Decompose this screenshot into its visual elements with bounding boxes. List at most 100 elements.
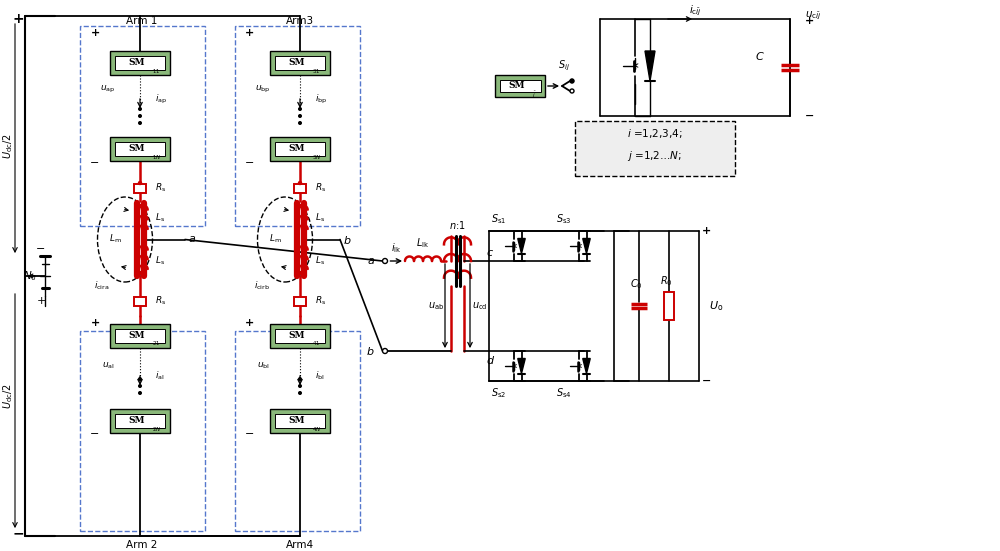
Text: $_{2N}$: $_{2N}$ [152, 424, 161, 434]
Circle shape [139, 122, 141, 125]
Circle shape [299, 122, 301, 125]
Text: −: − [702, 376, 711, 386]
Text: Arm3: Arm3 [286, 16, 314, 26]
Text: $u_{\rm bp}$: $u_{\rm bp}$ [255, 83, 271, 95]
Circle shape [138, 204, 142, 208]
Circle shape [139, 377, 141, 380]
Bar [110, 51, 170, 75]
Bar [270, 324, 330, 348]
Text: $b$: $b$ [343, 234, 352, 246]
Text: $S_{\rm s4}$: $S_{\rm s4}$ [556, 386, 572, 400]
Text: SM: SM [129, 331, 145, 340]
Text: Arm 2: Arm 2 [126, 540, 158, 550]
Text: $C_0$: $C_0$ [630, 277, 642, 291]
Text: $u_{\rm al}$: $u_{\rm al}$ [102, 361, 114, 371]
Circle shape [298, 272, 302, 274]
Bar [500, 80, 540, 93]
Text: $u_{\rm ab}$: $u_{\rm ab}$ [428, 300, 444, 312]
Circle shape [139, 385, 141, 387]
Circle shape [139, 115, 141, 117]
Circle shape [570, 79, 574, 83]
Text: $d$: $d$ [486, 354, 495, 366]
Text: $_{21}$: $_{21}$ [152, 339, 160, 348]
Text: −: − [90, 429, 100, 439]
Text: $L_{\rm s}$: $L_{\rm s}$ [155, 212, 165, 224]
Text: SM: SM [129, 416, 145, 425]
Text: $a$: $a$ [188, 235, 196, 245]
Text: $_{\bar{j}}$: $_{\bar{j}}$ [532, 89, 537, 100]
Text: $i$ =1,2,3,4;: $i$ =1,2,3,4; [627, 127, 683, 139]
Circle shape [570, 79, 574, 83]
Text: $S_{\rm s2}$: $S_{\rm s2}$ [491, 386, 507, 400]
Bar [294, 183, 306, 192]
Text: $n$:1: $n$:1 [449, 219, 466, 231]
Bar [115, 142, 165, 156]
Polygon shape [583, 239, 590, 253]
Text: $L_{\rm s}$: $L_{\rm s}$ [315, 212, 325, 224]
Bar [270, 409, 330, 433]
Circle shape [299, 377, 301, 380]
Text: $_{41}$: $_{41}$ [312, 339, 320, 348]
Bar [134, 296, 146, 305]
Text: +: + [805, 16, 814, 26]
Text: +: + [702, 226, 711, 236]
Text: $R_{\rm s}$: $R_{\rm s}$ [155, 295, 166, 307]
Text: $_{11}$: $_{11}$ [152, 67, 160, 75]
Bar [275, 414, 325, 428]
Text: $L_{\rm m}$: $L_{\rm m}$ [269, 233, 282, 245]
Text: SM: SM [289, 416, 305, 425]
Text: $R_{\rm s}$: $R_{\rm s}$ [155, 182, 166, 195]
Circle shape [299, 392, 301, 395]
Text: $R_{\rm s}$: $R_{\rm s}$ [315, 295, 326, 307]
Text: $_{3N}$: $_{3N}$ [312, 153, 321, 161]
Bar [275, 329, 325, 343]
Bar [115, 329, 165, 343]
Circle shape [299, 107, 301, 110]
Text: $b$: $b$ [366, 345, 375, 357]
Bar [270, 137, 330, 161]
Circle shape [138, 272, 142, 274]
Circle shape [139, 107, 141, 110]
Bar [664, 292, 674, 320]
Text: $u_{\rm bl}$: $u_{\rm bl}$ [257, 361, 269, 371]
Circle shape [139, 392, 141, 395]
Text: $L_{\rm lk}$: $L_{\rm lk}$ [416, 236, 430, 250]
Bar [80, 331, 205, 531]
Bar [80, 26, 205, 226]
Circle shape [299, 115, 301, 117]
Text: $i_{\rm c\bar{\it{ij}}}$: $i_{\rm c\bar{\it{ij}}}$ [689, 4, 701, 18]
Text: $_{31}$: $_{31}$ [312, 67, 320, 75]
Text: $C$: $C$ [755, 50, 765, 62]
Text: −: − [12, 526, 24, 540]
Text: $L_{\rm m}$: $L_{\rm m}$ [109, 233, 122, 245]
Text: $i_{\rm lk}$: $i_{\rm lk}$ [391, 241, 401, 255]
Text: $i_{\rm bl}$: $i_{\rm bl}$ [315, 370, 325, 382]
Circle shape [570, 89, 574, 93]
Bar [134, 183, 146, 192]
Polygon shape [518, 359, 525, 374]
Text: +: + [36, 296, 46, 306]
Circle shape [382, 258, 388, 263]
Bar [110, 409, 170, 433]
Text: $u_{\rm cd}$: $u_{\rm cd}$ [472, 300, 488, 312]
Text: +: + [12, 12, 24, 26]
Text: $i_{\rm cira}$: $i_{\rm cira}$ [94, 280, 110, 292]
Text: $c$: $c$ [486, 248, 494, 258]
Bar [275, 142, 325, 156]
Text: $N_0$: $N_0$ [23, 269, 37, 283]
Circle shape [298, 204, 302, 208]
Text: SM: SM [289, 144, 305, 153]
Text: $_{4N}$: $_{4N}$ [312, 424, 321, 434]
Text: $L_{\rm s}$: $L_{\rm s}$ [315, 255, 325, 267]
Text: $U_{\rm dc}/2$: $U_{\rm dc}/2$ [1, 133, 15, 159]
Circle shape [299, 385, 301, 387]
Text: $U_{\rm dc}/2$: $U_{\rm dc}/2$ [1, 383, 15, 409]
Text: $u_{\rm c\bar{\it{ij}}}$: $u_{\rm c\bar{\it{ij}}}$ [805, 10, 822, 22]
Text: −: − [805, 111, 814, 121]
Text: $j$ =1,2…$N$;: $j$ =1,2…$N$; [627, 149, 683, 163]
Text: −: − [90, 158, 100, 168]
Text: −: − [245, 429, 255, 439]
Text: +: + [245, 28, 255, 38]
Text: +: + [90, 28, 100, 38]
Text: $R_0$: $R_0$ [660, 274, 672, 288]
